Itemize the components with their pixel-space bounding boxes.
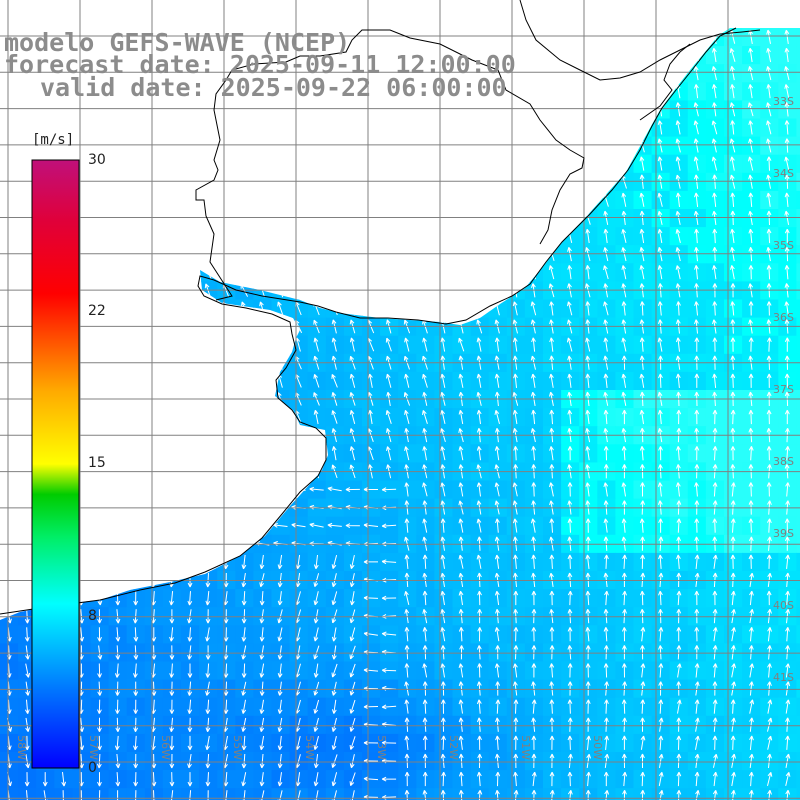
colorbar-tick-15: 15 (88, 455, 106, 471)
lon-label: 52W (447, 735, 460, 760)
lat-label: 34S (773, 167, 794, 180)
lat-label: 41S (773, 671, 794, 684)
coastline-main (0, 27, 737, 615)
lat-label: 35S (773, 239, 794, 252)
coastline (0, 0, 761, 615)
title-valid-date: valid date: 2025-09-22 06:00:00 (40, 73, 507, 102)
title-model: modelo GEFS-WAVE (NCEP) (4, 28, 351, 57)
lagoon-shore (639, 43, 691, 121)
lat-label: 39S (773, 527, 794, 540)
lat-label: 40S (773, 599, 794, 612)
title-forecast-date: forecast date: 2025-09-11 12:00:00 (4, 50, 516, 79)
lon-label: 56W (159, 735, 172, 760)
lon-label: 54W (303, 735, 316, 760)
colorbar-tick-22: 22 (88, 303, 106, 319)
lon-label: 50W (591, 735, 604, 760)
lon-label: 57W (87, 735, 100, 760)
lon-labels: 58W 57W 56W 55W 54W 53W 52W 51W 50W (15, 735, 604, 760)
colorbar (31, 159, 80, 769)
lon-label: 53W (375, 735, 388, 760)
coastline-upper (519, 0, 761, 81)
lat-label: 33S (773, 95, 794, 108)
colorbar-tick-30: 30 (88, 152, 106, 168)
colorbar-tick-0: 0 (88, 760, 97, 776)
lon-label: 51W (519, 735, 532, 760)
colorbar-tick-8: 8 (88, 608, 97, 624)
lat-label: 38S (773, 455, 794, 468)
lon-label: 58W (15, 735, 28, 760)
lat-label: 36S (773, 311, 794, 324)
colorbar-unit: [m/s] (32, 132, 75, 148)
lat-label: 37S (773, 383, 794, 396)
lat-labels: 33S 34S 35S 36S 37S 38S 39S 40S 41S (773, 95, 794, 684)
lon-label: 55W (231, 735, 244, 760)
coastline-river (195, 29, 585, 301)
